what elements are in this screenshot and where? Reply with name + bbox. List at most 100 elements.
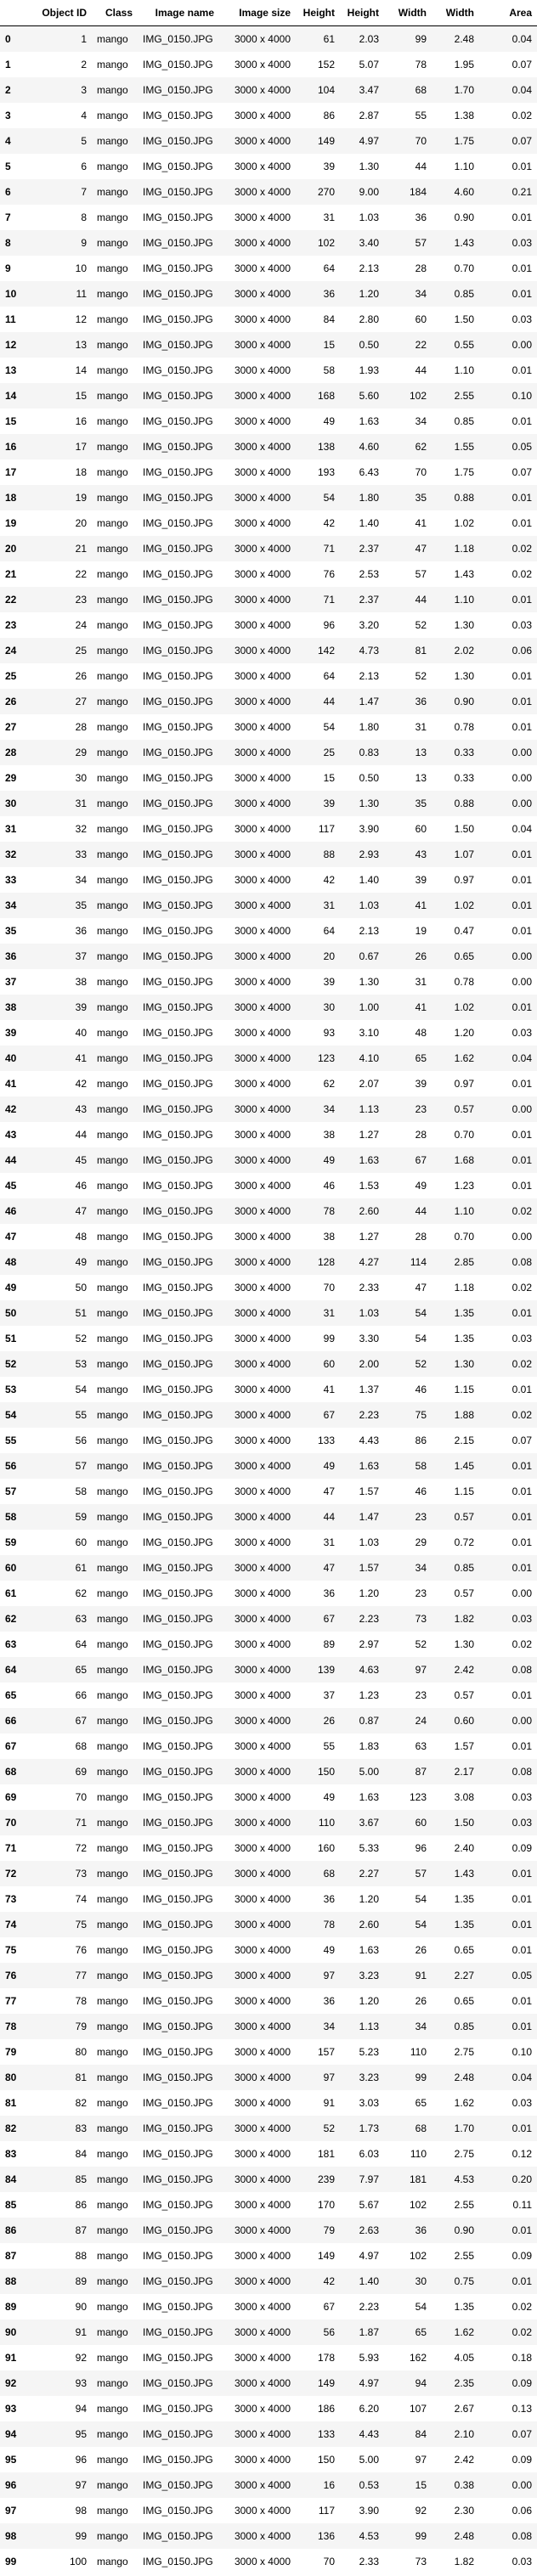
row-index: 18 [5, 492, 17, 504]
cell-height-px: 34 [323, 2021, 335, 2032]
cell-height-px: 36 [323, 288, 335, 300]
cell-image-size: 3000 x 4000 [234, 288, 291, 300]
cell-height-px: 150 [317, 1766, 335, 1778]
cell-image-name: IMG_0150.JPG [143, 1715, 213, 1727]
cell-image-size: 3000 x 4000 [234, 1791, 291, 1803]
cell-height-px: 49 [323, 1460, 335, 1472]
cell-width-px: 44 [415, 594, 427, 606]
cell-width-cm: 1.82 [454, 1613, 474, 1625]
cell-height-cm: 0.53 [359, 2479, 379, 2491]
table-row: 86 87 mango IMG_0150.JPG 3000 x 4000 79 2.63 36… [0, 2218, 537, 2243]
table-row: 67 68 mango IMG_0150.JPG 3000 x 4000 55 1.83 63… [0, 1733, 537, 1759]
column-header-width-px: Width [384, 0, 432, 26]
cell-class: mango [97, 262, 128, 274]
cell-height-px: 186 [317, 2403, 335, 2415]
row-index: 20 [5, 543, 17, 555]
cell-area: 0.01 [512, 161, 532, 172]
cell-width-cm: 0.70 [454, 1129, 474, 1141]
cell-area: 0.01 [512, 1001, 532, 1013]
cell-object-id: 81 [75, 2072, 87, 2083]
cell-object-id: 26 [75, 670, 87, 682]
cell-height-px: 31 [323, 1307, 335, 1319]
cell-image-name: IMG_0150.JPG [143, 33, 213, 45]
cell-width-px: 110 [410, 2148, 427, 2160]
cell-height-px: 149 [317, 2377, 335, 2389]
cell-width-cm: 2.30 [454, 2505, 474, 2517]
cell-width-cm: 1.88 [454, 1409, 474, 1421]
cell-object-id: 5 [81, 135, 87, 147]
table-row: 9 10 mango IMG_0150.JPG 3000 x 4000 64 2.13 28 0… [0, 256, 537, 281]
cell-image-name: IMG_0150.JPG [143, 211, 213, 223]
table-row: 81 82 mango IMG_0150.JPG 3000 x 4000 91 3.03 65… [0, 2090, 537, 2116]
cell-image-size: 3000 x 4000 [234, 364, 291, 376]
cell-image-size: 3000 x 4000 [234, 1587, 291, 1599]
cell-image-name: IMG_0150.JPG [143, 1791, 213, 1803]
cell-image-size: 3000 x 4000 [234, 721, 291, 733]
cell-image-name: IMG_0150.JPG [143, 2301, 213, 2313]
cell-image-size: 3000 x 4000 [234, 2301, 291, 2313]
cell-class: mango [97, 211, 128, 223]
cell-class: mango [97, 1154, 128, 1166]
cell-width-px: 60 [415, 313, 427, 325]
cell-class: mango [97, 1715, 128, 1727]
cell-height-cm: 1.13 [359, 2021, 379, 2032]
table-row: 95 96 mango IMG_0150.JPG 3000 x 4000 150 5.00 9… [0, 2447, 537, 2472]
cell-image-name: IMG_0150.JPG [143, 110, 213, 121]
cell-height-px: 96 [323, 619, 335, 631]
cell-image-size: 3000 x 4000 [234, 2479, 291, 2491]
cell-object-id: 43 [75, 1103, 87, 1115]
cell-width-cm: 0.33 [454, 772, 474, 784]
cell-image-size: 3000 x 4000 [234, 976, 291, 988]
cell-image-name: IMG_0150.JPG [143, 2428, 213, 2440]
cell-height-cm: 1.23 [359, 1689, 379, 1701]
cell-width-cm: 1.35 [454, 1919, 474, 1931]
cell-height-cm: 1.93 [359, 364, 379, 376]
cell-area: 0.07 [512, 1435, 532, 1446]
cell-width-px: 47 [415, 1282, 427, 1294]
cell-object-id: 77 [75, 1970, 87, 1981]
row-index: 16 [5, 441, 17, 453]
cell-area: 0.05 [512, 1970, 532, 1981]
cell-class: mango [97, 1511, 128, 1523]
cell-image-name: IMG_0150.JPG [143, 1435, 213, 1446]
cell-width-px: 31 [415, 976, 427, 988]
cell-class: mango [97, 1052, 128, 1064]
cell-image-name: IMG_0150.JPG [143, 415, 213, 427]
cell-class: mango [97, 2454, 128, 2466]
cell-image-size: 3000 x 4000 [234, 1715, 291, 1727]
cell-width-cm: 2.27 [454, 1970, 474, 1981]
cell-image-name: IMG_0150.JPG [143, 874, 213, 886]
cell-height-cm: 2.53 [359, 568, 379, 580]
cell-width-cm: 1.57 [454, 1740, 474, 1752]
cell-height-px: 49 [323, 1791, 335, 1803]
cell-width-cm: 0.57 [454, 1587, 474, 1599]
cell-image-size: 3000 x 4000 [234, 594, 291, 606]
cell-image-size: 3000 x 4000 [234, 1409, 291, 1421]
cell-height-cm: 2.27 [359, 1868, 379, 1880]
cell-height-px: 123 [317, 1052, 335, 1064]
cell-image-name: IMG_0150.JPG [143, 1587, 213, 1599]
row-index: 89 [5, 2301, 17, 2313]
cell-area: 0.01 [512, 364, 532, 376]
table-row: 91 92 mango IMG_0150.JPG 3000 x 4000 178 5.93 1… [0, 2345, 537, 2370]
cell-width-cm: 4.05 [454, 2352, 474, 2364]
cell-width-cm: 2.48 [454, 33, 474, 45]
cell-image-name: IMG_0150.JPG [143, 2505, 213, 2517]
cell-image-size: 3000 x 4000 [234, 798, 291, 809]
cell-height-cm: 4.97 [359, 2250, 379, 2262]
cell-height-cm: 1.47 [359, 696, 379, 707]
cell-width-cm: 0.75 [454, 2275, 474, 2287]
table-row: 47 48 mango IMG_0150.JPG 3000 x 4000 38 1.27 28… [0, 1224, 537, 1249]
cell-object-id: 15 [75, 390, 87, 402]
row-index: 31 [5, 823, 17, 835]
cell-class: mango [97, 798, 128, 809]
cell-height-px: 104 [317, 84, 335, 96]
table-row: 72 73 mango IMG_0150.JPG 3000 x 4000 68 2.27 57… [0, 1861, 537, 1886]
cell-height-px: 58 [323, 364, 335, 376]
row-index: 2 [5, 84, 11, 96]
cell-width-px: 97 [415, 1664, 427, 1676]
cell-width-px: 73 [415, 1613, 427, 1625]
cell-height-px: 78 [323, 1919, 335, 1931]
cell-object-id: 38 [75, 976, 87, 988]
cell-height-cm: 2.23 [359, 1613, 379, 1625]
